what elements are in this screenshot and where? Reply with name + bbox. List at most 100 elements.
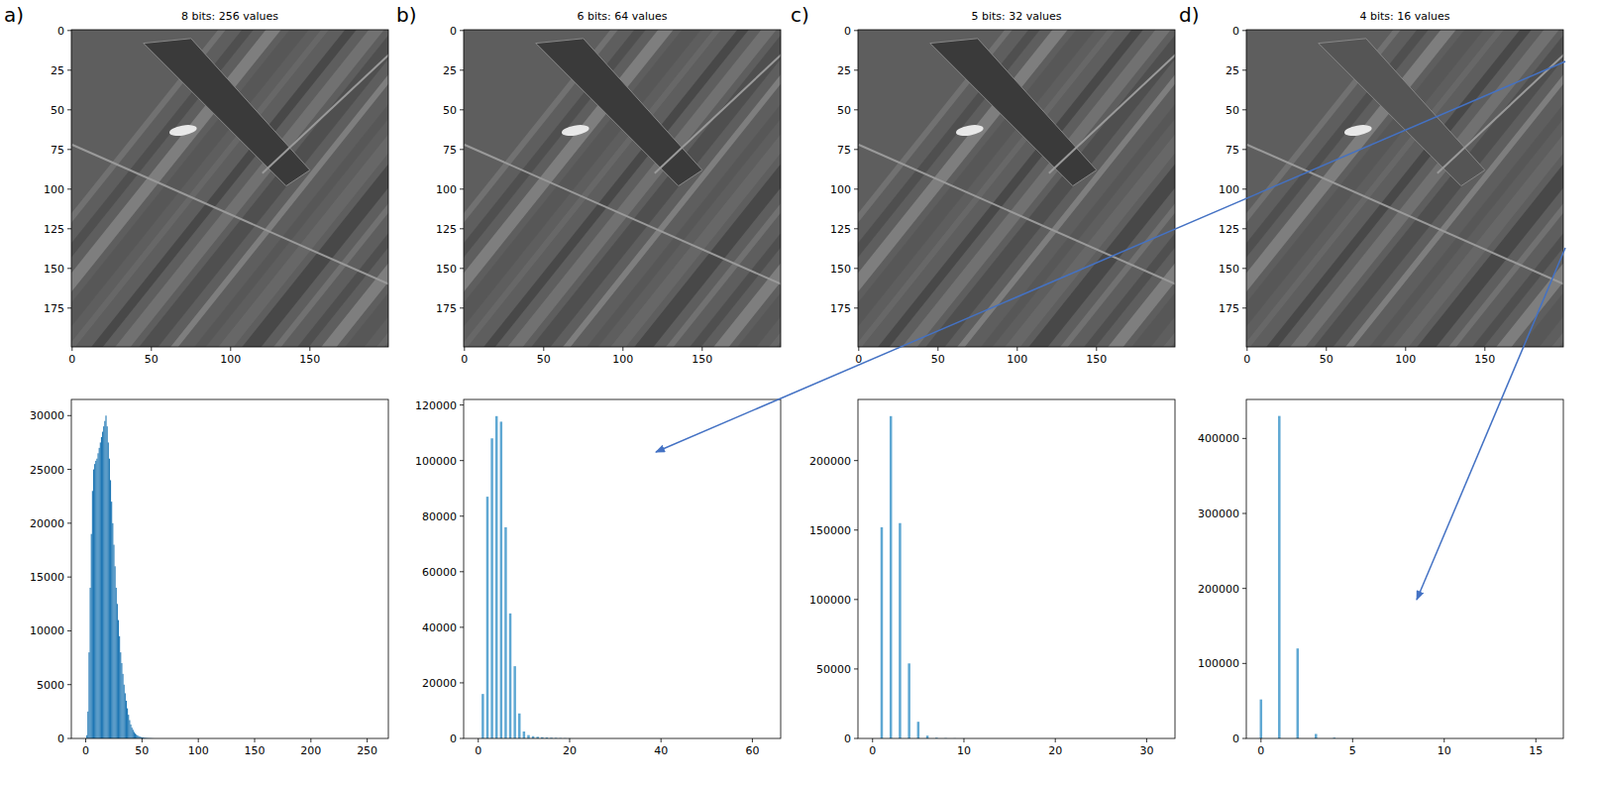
y-tick <box>853 738 858 740</box>
y-tick <box>853 227 858 229</box>
bar <box>103 426 105 739</box>
image-texture <box>1151 29 1175 347</box>
panel-letter: a) <box>3 2 24 27</box>
bar <box>518 713 522 739</box>
x-tick <box>85 738 87 743</box>
y-tick <box>67 738 72 740</box>
y-tick <box>67 148 72 150</box>
image-texture <box>705 29 781 347</box>
bar <box>880 527 884 739</box>
x-tick-label: 20 <box>1048 744 1063 757</box>
x-tick-label: 50 <box>931 352 946 366</box>
bar <box>87 711 89 739</box>
x-tick-label: 100 <box>612 352 634 366</box>
y-tick <box>67 630 72 632</box>
y-tick-label: 50 <box>1225 104 1240 117</box>
bar <box>504 527 508 739</box>
x-tick <box>1443 738 1445 743</box>
y-tick-label: 80000 <box>422 510 457 524</box>
bar <box>126 708 128 739</box>
bar <box>86 735 88 739</box>
y-tick-label: 300000 <box>1197 507 1240 521</box>
bar <box>926 735 930 739</box>
y-tick <box>67 415 72 417</box>
x-tick-label: 50 <box>134 744 149 757</box>
y-tick-label: 200000 <box>1197 582 1240 596</box>
x-tick-label: 0 <box>460 352 468 366</box>
x-tick-label: 0 <box>68 352 76 366</box>
panel-title: 5 bits: 32 values <box>970 9 1062 23</box>
x-tick <box>198 738 200 743</box>
y-tick <box>67 29 72 31</box>
y-tick-label: 30000 <box>29 409 65 423</box>
y-tick-label: 75 <box>1225 143 1240 157</box>
x-tick <box>962 738 964 743</box>
y-tick-label: 0 <box>844 24 852 38</box>
bar <box>486 496 490 739</box>
x-tick-label: 100 <box>188 744 210 757</box>
x-tick-label: 10 <box>957 744 971 757</box>
y-tick <box>1242 148 1247 150</box>
bar <box>98 452 100 739</box>
y-tick <box>459 570 464 572</box>
image-road <box>1247 144 1564 285</box>
y-tick-label: 0 <box>57 24 65 38</box>
bar <box>100 441 102 739</box>
x-tick-label: 0 <box>82 744 90 757</box>
bar <box>122 673 124 739</box>
bar <box>96 458 98 739</box>
x-tick <box>1246 346 1248 351</box>
x-tick <box>254 738 256 743</box>
x-tick <box>542 346 544 351</box>
x-tick <box>366 738 368 743</box>
plot-area <box>857 29 1175 347</box>
panel: 0204060020000400006000080000100000120000 <box>415 399 781 757</box>
panel-title: 8 bits: 256 values <box>181 9 279 23</box>
y-tick <box>67 267 72 269</box>
bar <box>120 662 122 739</box>
x-tick <box>568 738 570 743</box>
panel-letter: d) <box>1178 2 1200 27</box>
y-tick-label: 0 <box>1232 24 1240 38</box>
x-tick <box>71 346 73 351</box>
x-tick <box>1325 346 1327 351</box>
y-tick <box>853 148 858 150</box>
figure: 8 bits: 256 valuesa)05010015002550751001… <box>0 0 1600 788</box>
image-road <box>262 54 389 174</box>
axes-frame <box>463 399 781 739</box>
plot-area <box>1246 29 1564 347</box>
bar <box>94 463 96 739</box>
panel-title: 4 bits: 16 values <box>1359 9 1450 23</box>
y-tick <box>1242 437 1247 439</box>
image-road <box>464 144 781 285</box>
bar <box>490 437 494 739</box>
y-tick-label: 40000 <box>422 621 457 635</box>
x-tick <box>463 346 465 351</box>
bar <box>116 603 118 739</box>
bar <box>112 544 114 739</box>
y-tick-label: 10000 <box>29 624 65 638</box>
bar <box>131 727 133 739</box>
bar <box>125 700 127 739</box>
y-tick-label: 100 <box>830 183 852 197</box>
y-tick <box>1242 188 1247 190</box>
x-tick <box>1146 738 1148 743</box>
y-tick <box>459 188 464 190</box>
bar <box>509 613 513 739</box>
plot-area <box>481 416 571 739</box>
panel-letter: b) <box>396 2 418 27</box>
bar <box>134 733 136 739</box>
bar <box>102 431 104 739</box>
image-pond <box>930 38 1097 187</box>
y-tick <box>853 188 858 190</box>
y-tick <box>459 626 464 628</box>
x-tick <box>309 346 311 351</box>
bar <box>99 447 101 739</box>
y-tick <box>1242 587 1247 589</box>
y-tick <box>1242 307 1247 309</box>
x-tick <box>1352 738 1354 743</box>
bar <box>104 421 106 739</box>
axes-frame <box>1246 399 1564 739</box>
y-tick-label: 75 <box>837 143 852 157</box>
y-tick <box>67 227 72 229</box>
